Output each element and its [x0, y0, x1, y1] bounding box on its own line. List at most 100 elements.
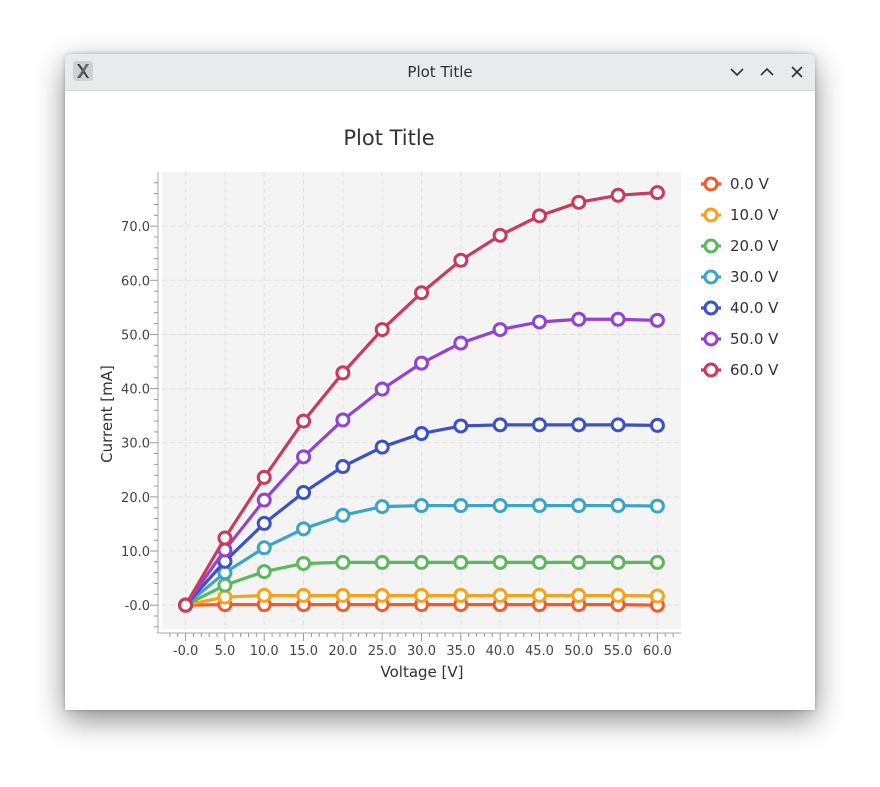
legend-item: 10.0 V: [701, 206, 779, 224]
data-point: [296, 587, 312, 603]
data-point: [256, 564, 272, 580]
x-tick-label: 35.0: [446, 644, 475, 659]
legend-label: 10.0 V: [730, 206, 779, 224]
data-point: [531, 498, 547, 514]
data-point: [531, 208, 547, 224]
y-tick-label: 60.0: [121, 274, 150, 289]
y-tick-label: 20.0: [121, 491, 150, 506]
legend-item: 20.0 V: [701, 237, 779, 255]
data-point: [414, 285, 429, 301]
data-point: [217, 589, 233, 605]
data-point: [256, 515, 272, 531]
x-tick-label: 15.0: [289, 644, 318, 659]
x-tick-label: 5.0: [215, 644, 236, 659]
data-point: [649, 498, 665, 514]
data-point: [610, 417, 626, 433]
close-button[interactable]: [787, 62, 807, 82]
x-tick-label: 30.0: [407, 644, 436, 659]
data-point: [256, 469, 272, 485]
data-point: [492, 322, 508, 338]
data-point: [610, 311, 626, 327]
data-point: [531, 587, 547, 603]
data-point: [610, 587, 626, 603]
data-point: [335, 459, 351, 475]
window-titlebar[interactable]: Plot Title: [65, 54, 815, 91]
data-point: [649, 185, 665, 201]
data-point: [649, 588, 665, 604]
series-30-0-V: [178, 498, 665, 613]
data-point: [414, 355, 429, 371]
data-point: [335, 587, 351, 603]
legend-item: 30.0 V: [701, 268, 779, 286]
data-point: [571, 194, 587, 210]
data-point: [256, 492, 272, 508]
legend-label: 20.0 V: [730, 237, 779, 255]
x-tick-label: 60.0: [643, 644, 672, 659]
data-point: [335, 507, 351, 523]
legend-item: 0.0 V: [701, 175, 770, 193]
series-40-0-V: [178, 417, 665, 613]
y-axis-label: Current [mA]: [98, 365, 116, 463]
data-point: [453, 587, 469, 603]
minimize-button[interactable]: [727, 62, 747, 82]
data-point: [374, 554, 390, 570]
legend-marker: [703, 269, 719, 285]
y-tick-label: 30.0: [121, 437, 150, 452]
legend-marker: [703, 300, 719, 316]
data-point: [256, 587, 272, 603]
data-point: [178, 597, 194, 613]
data-point: [453, 252, 469, 268]
data-point: [610, 187, 626, 203]
x-tick-label: 40.0: [486, 644, 515, 659]
data-point: [414, 426, 429, 442]
data-point: [531, 314, 547, 330]
y-tick-label: -0.0: [125, 599, 150, 614]
y-tick-label: 40.0: [121, 383, 150, 398]
data-point: [649, 312, 665, 328]
x-tick-label: 20.0: [328, 644, 357, 659]
data-point: [296, 521, 312, 537]
legend-item: 60.0 V: [701, 361, 779, 379]
data-point: [296, 413, 312, 429]
data-point: [571, 311, 587, 327]
data-point: [256, 540, 272, 556]
data-point: [374, 381, 390, 397]
data-point: [571, 587, 587, 603]
data-point: [414, 587, 429, 603]
x-tick-label: 10.0: [250, 644, 279, 659]
data-point: [492, 498, 508, 514]
data-point: [610, 498, 626, 514]
chart: Plot Title -0.0 5.0 10.0 15.0 20.0 25.0 30.0 35…: [98, 126, 779, 681]
data-point: [374, 439, 390, 455]
data-point: [335, 365, 351, 381]
maximize-button[interactable]: [757, 62, 777, 82]
maximize-chevron-icon: [760, 67, 774, 76]
data-point: [414, 498, 429, 514]
data-point: [571, 554, 587, 570]
data-point: [531, 417, 547, 433]
data-point: [571, 498, 587, 514]
legend-item: 40.0 V: [701, 299, 779, 317]
data-point: [453, 554, 469, 570]
data-point: [453, 418, 469, 434]
legend-label: 0.0 V: [730, 175, 770, 193]
series-60-0-V: [178, 185, 665, 613]
plot-window: Plot Title Plot Title -0.0 5.0 10.0 15.0 20.…: [65, 54, 815, 710]
legend-item: 50.0 V: [701, 330, 779, 348]
data-point: [414, 554, 429, 570]
legend: 0.0 V 10.0 V 20.0 V 30.0 V 40.0 V 50.0 V 60.0 …: [701, 175, 779, 379]
data-point: [571, 417, 587, 433]
data-point: [296, 449, 312, 465]
x-app-icon: [73, 61, 93, 81]
data-point: [217, 577, 233, 593]
x-tick-label: 55.0: [604, 644, 633, 659]
legend-label: 60.0 V: [730, 361, 779, 379]
data-point: [492, 227, 508, 243]
data-point: [217, 530, 233, 546]
legend-label: 30.0 V: [730, 268, 779, 286]
data-point: [374, 499, 390, 515]
data-point: [374, 322, 390, 338]
data-point: [531, 554, 547, 570]
legend-label: 40.0 V: [730, 299, 779, 317]
data-point: [296, 485, 312, 501]
